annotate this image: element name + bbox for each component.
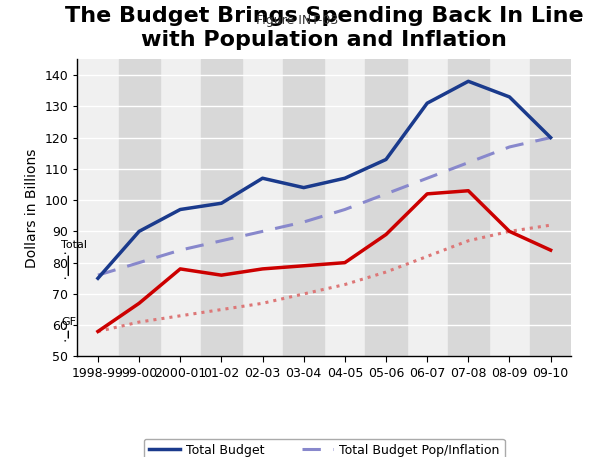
Title: The Budget Brings Spending Back In Line
with Population and Inflation: The Budget Brings Spending Back In Line … (65, 6, 584, 49)
Bar (283, 59, 324, 356)
Bar (447, 59, 489, 356)
Bar (201, 59, 242, 356)
Text: Total: Total (61, 240, 87, 250)
Legend: Total Budget, GF Expenditures, Total Budget Pop/Inflation, GF Pop/Inflation: Total Budget, GF Expenditures, Total Bud… (144, 439, 505, 457)
Bar (530, 59, 571, 356)
Bar (365, 59, 406, 356)
Bar (118, 59, 159, 356)
Y-axis label: Dollars in Billions: Dollars in Billions (25, 148, 39, 268)
Text: GF: GF (61, 317, 76, 327)
Text: Figure INT-03: Figure INT-03 (256, 14, 339, 27)
